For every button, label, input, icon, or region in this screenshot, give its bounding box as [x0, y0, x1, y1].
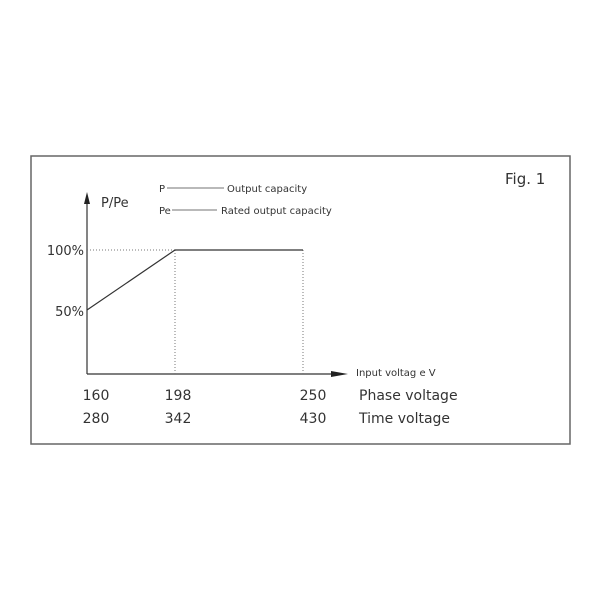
x-tick-phase-160: 160 — [83, 388, 110, 404]
x-tick-time-342: 342 — [165, 411, 192, 427]
x-tick-phase-198: 198 — [165, 388, 192, 404]
y-tick-50: 50% — [55, 305, 84, 320]
legend-text-p: Output capacity — [227, 184, 307, 195]
x-axis-label: Input voltag e V — [356, 368, 436, 379]
legend-symbol-pe: Pe — [159, 206, 171, 217]
x-tick-time-280: 280 — [83, 411, 110, 427]
y-axis-label: P/Pe — [101, 196, 129, 211]
x-tick-time-430: 430 — [300, 411, 327, 427]
row-label-time: Time voltage — [358, 411, 450, 427]
legend-symbol-p: P — [159, 184, 165, 195]
row-label-phase: Phase voltage — [359, 388, 458, 404]
x-tick-phase-250: 250 — [300, 388, 327, 404]
legend-text-pe: Rated output capacity — [221, 206, 332, 217]
figure-label: Fig. 1 — [505, 170, 545, 188]
y-tick-100: 100% — [47, 244, 84, 259]
